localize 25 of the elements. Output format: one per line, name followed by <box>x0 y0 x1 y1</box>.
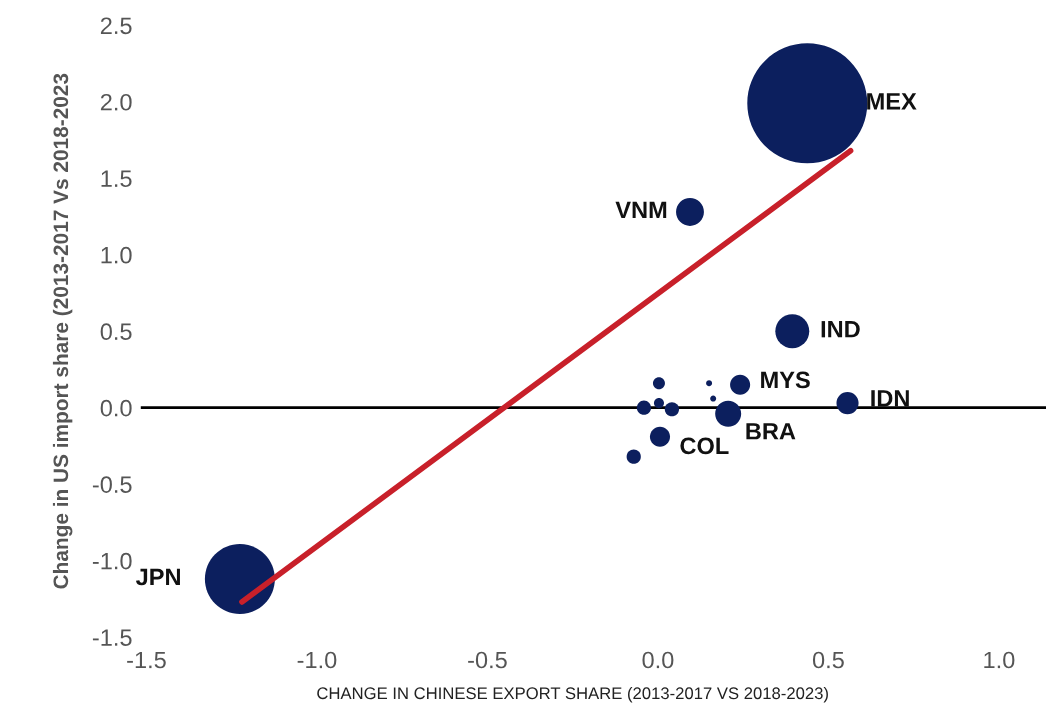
x-axis-title: CHANGE IN CHINESE EXPORT SHARE (2013-2017 VS 2018-2023) <box>317 686 828 703</box>
y-tick-label: 1.5 <box>101 170 132 188</box>
x-tick-label: -1.5 <box>127 651 166 669</box>
y-axis-title: Change in US import share (2013-2017 Vs 2018-2023 <box>52 73 73 589</box>
annotation: MEX <box>867 93 917 110</box>
y-tick-label: -1.0 <box>92 552 132 570</box>
x-tick-label: 1.0 <box>984 651 1015 669</box>
y-tick-label: 1.0 <box>101 246 132 264</box>
x-tick-label: -0.5 <box>468 651 507 669</box>
x-tick-label: 0.5 <box>812 651 844 669</box>
y-tick-label: -1.5 <box>92 629 132 646</box>
y-tick-label: 2.0 <box>100 93 132 111</box>
annotation: VNM <box>615 201 667 219</box>
annotation: IDN <box>871 390 909 407</box>
y-tick-label: -0.5 <box>92 476 132 493</box>
y-tick-label: 0.5 <box>100 323 132 341</box>
annotation: MYS <box>761 371 810 389</box>
y-tick-label: 0.0 <box>100 399 132 417</box>
annotation: IND <box>821 321 860 338</box>
x-tick-label: 0.0 <box>642 651 674 669</box>
x-tick-label: -1.0 <box>297 651 337 669</box>
annotation: BRA <box>746 423 796 440</box>
annotation: COL <box>680 437 729 455</box>
y-tick-label: 2.5 <box>100 17 132 35</box>
annotation: JPN <box>135 568 180 586</box>
